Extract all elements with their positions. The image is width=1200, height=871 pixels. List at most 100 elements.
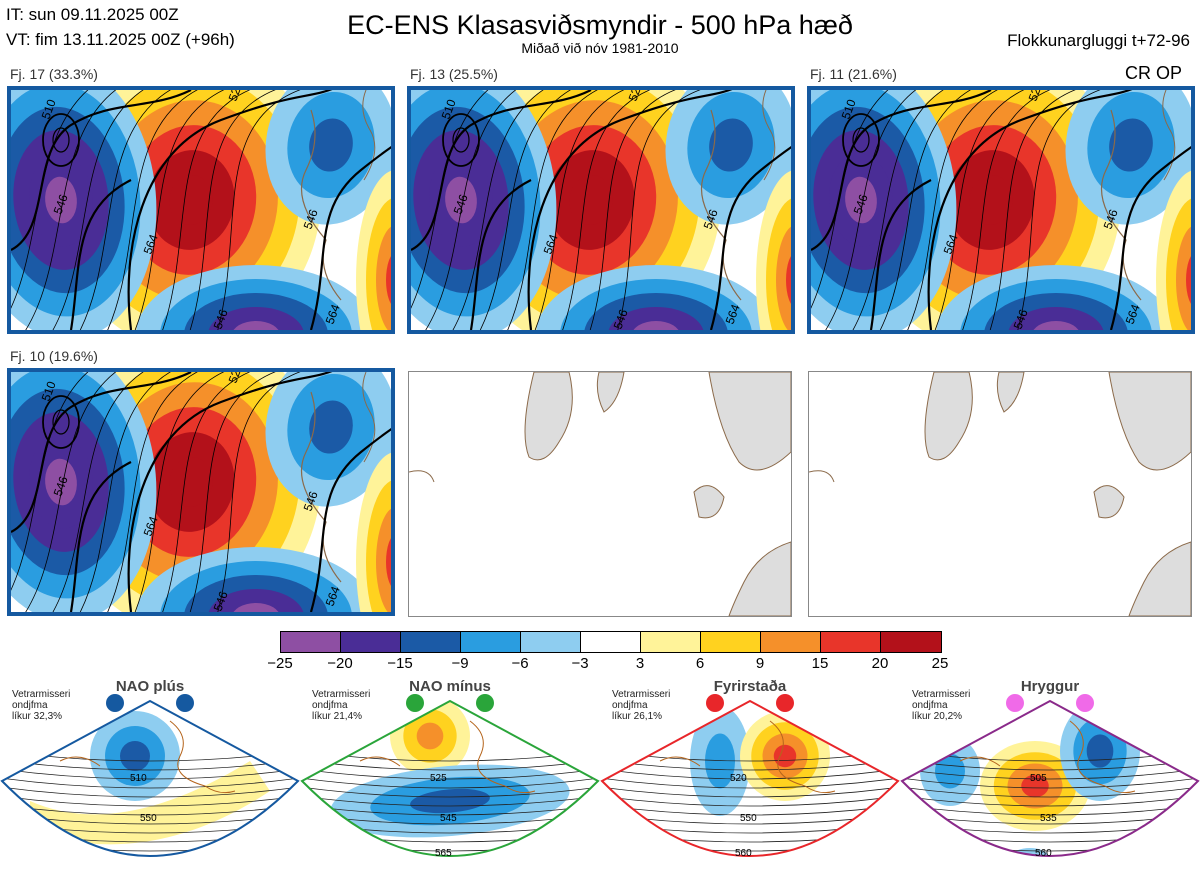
regime-note: Vetrarmisseri ondjfma líkur 20,2% bbox=[912, 689, 970, 722]
height-contour bbox=[189, 372, 276, 612]
colorbar-bin bbox=[641, 632, 701, 652]
height-contour bbox=[602, 795, 898, 807]
anomaly-area bbox=[445, 176, 477, 224]
anomaly-area bbox=[169, 175, 213, 225]
contour-label: 510 bbox=[839, 97, 859, 121]
height-contour bbox=[902, 795, 1198, 807]
anomaly-area bbox=[45, 176, 77, 224]
contour-label: 564 bbox=[323, 584, 343, 608]
height-contour bbox=[902, 759, 1198, 771]
regime-nao-minus[interactable]: 525 545 565 NAO mínus Vetrarmisseri ondjfm… bbox=[300, 678, 600, 871]
cluster-map-2[interactable]: 510 528 546 564 546 564 546 bbox=[407, 86, 795, 334]
height-contour bbox=[52, 372, 145, 612]
height-contour bbox=[69, 179, 132, 330]
height-contour bbox=[11, 372, 192, 533]
coastline bbox=[59, 720, 236, 794]
height-contour bbox=[989, 90, 1076, 330]
height-contour bbox=[1109, 145, 1191, 330]
height-contour bbox=[217, 372, 302, 612]
low-center bbox=[42, 113, 80, 167]
height-contour bbox=[617, 90, 702, 330]
regime-note: Vetrarmisseri ondjfma líkur 32,3% bbox=[12, 689, 70, 722]
cluster-map-3[interactable]: 510 528 546 564 546 564 546 bbox=[807, 86, 1195, 334]
regime-note-line: líkur 21,4% bbox=[312, 711, 363, 722]
height-contour bbox=[162, 372, 251, 612]
low-center bbox=[52, 409, 70, 435]
anomaly-area bbox=[120, 741, 150, 771]
regime-blocking[interactable]: 520 550 560 Fyrirstaða Vetrarmisseri ondjf… bbox=[600, 678, 900, 871]
contour-label: 510 bbox=[39, 97, 59, 121]
contour-label: 546 bbox=[51, 474, 71, 498]
height-contour bbox=[602, 768, 898, 780]
colorbar-tick: 25 bbox=[931, 655, 949, 672]
regime-title: Hryggur bbox=[1020, 678, 1080, 695]
height-contour bbox=[602, 777, 898, 789]
regime-marker-dot bbox=[776, 694, 794, 712]
contour-label: 564 bbox=[723, 302, 743, 326]
landmass bbox=[996, 372, 1025, 413]
regime-note-line: Vetrarmisseri bbox=[912, 689, 971, 700]
anomaly-area bbox=[776, 226, 791, 330]
contour-label: 546 bbox=[701, 207, 721, 231]
colorbar-bin bbox=[341, 632, 401, 652]
regime-ridge[interactable]: 505 535 560 Hryggur Vetrarmisseri ondjfma … bbox=[900, 678, 1200, 871]
regime-nao-plus[interactable]: 510 550 NAO plús Vetrarmisseri ondjfma lí… bbox=[0, 678, 300, 871]
height-contour bbox=[302, 795, 598, 807]
contour-label: 564 bbox=[1123, 302, 1143, 326]
cluster-map-4[interactable]: 510 528 546 564 546 564 546 bbox=[7, 368, 395, 616]
regime-marker-dot bbox=[1076, 694, 1094, 712]
colorbar-tick: 6 bbox=[695, 655, 705, 672]
colorbar-bin bbox=[701, 632, 761, 652]
contour-label: 510 bbox=[39, 379, 59, 403]
coastline bbox=[1100, 109, 1142, 301]
regime-note-line: Vetrarmisseri bbox=[312, 689, 371, 700]
contour-label: 564 bbox=[323, 302, 343, 326]
height-contour bbox=[309, 427, 391, 612]
contour-label: 535 bbox=[1040, 813, 1057, 824]
cluster-map-1[interactable]: 510 528 546 564 546 564 546 bbox=[7, 86, 395, 334]
height-contour bbox=[134, 90, 225, 330]
contour-label: 546 bbox=[851, 192, 871, 216]
anomaly-area bbox=[845, 176, 877, 224]
regime-marker-dot bbox=[406, 694, 424, 712]
regime-note-line: líkur 32,3% bbox=[12, 711, 63, 722]
regime-marker-dot bbox=[176, 694, 194, 712]
coastline bbox=[362, 372, 376, 463]
height-contour bbox=[2, 795, 298, 807]
contour-label: 546 bbox=[211, 307, 231, 330]
contour-label: 546 bbox=[611, 307, 631, 330]
colorbar-bin bbox=[401, 632, 461, 652]
anomaly-area bbox=[309, 400, 353, 454]
regime-map: 505 535 560 bbox=[900, 694, 1200, 859]
anomaly-area bbox=[208, 589, 304, 612]
anomaly-area bbox=[608, 307, 704, 330]
contour-label: 560 bbox=[735, 848, 752, 859]
anomaly-area bbox=[1186, 256, 1191, 304]
contour-label: 525 bbox=[430, 773, 447, 784]
coastline bbox=[300, 391, 342, 583]
height-contour bbox=[902, 804, 1198, 816]
colorbar-tick: −25 bbox=[267, 655, 293, 672]
height-contour bbox=[162, 90, 251, 330]
anomaly-area bbox=[376, 508, 391, 612]
page-title: EC-ENS Klasasviðsmyndir - 500 hPa hæð bbox=[347, 10, 853, 40]
height-contour bbox=[527, 90, 733, 330]
greenland bbox=[524, 372, 573, 461]
regime-note: Vetrarmisseri ondjfma líkur 26,1% bbox=[612, 689, 670, 722]
height-contour bbox=[469, 179, 532, 330]
height-contour bbox=[411, 90, 592, 251]
height-contour bbox=[107, 90, 199, 330]
empty-map-panel bbox=[808, 371, 1192, 617]
anomaly-area bbox=[386, 538, 391, 586]
regime-border bbox=[300, 699, 600, 857]
height-contour bbox=[902, 786, 1198, 798]
colorbar-tick: −20 bbox=[327, 655, 353, 672]
initial-time: IT: sun 09.11.2025 00Z bbox=[6, 5, 179, 24]
height-contour bbox=[2, 804, 298, 816]
europe bbox=[1128, 541, 1191, 616]
anomaly-area bbox=[1021, 774, 1049, 798]
height-contour bbox=[11, 90, 192, 251]
regime-marker-dot bbox=[476, 694, 494, 712]
